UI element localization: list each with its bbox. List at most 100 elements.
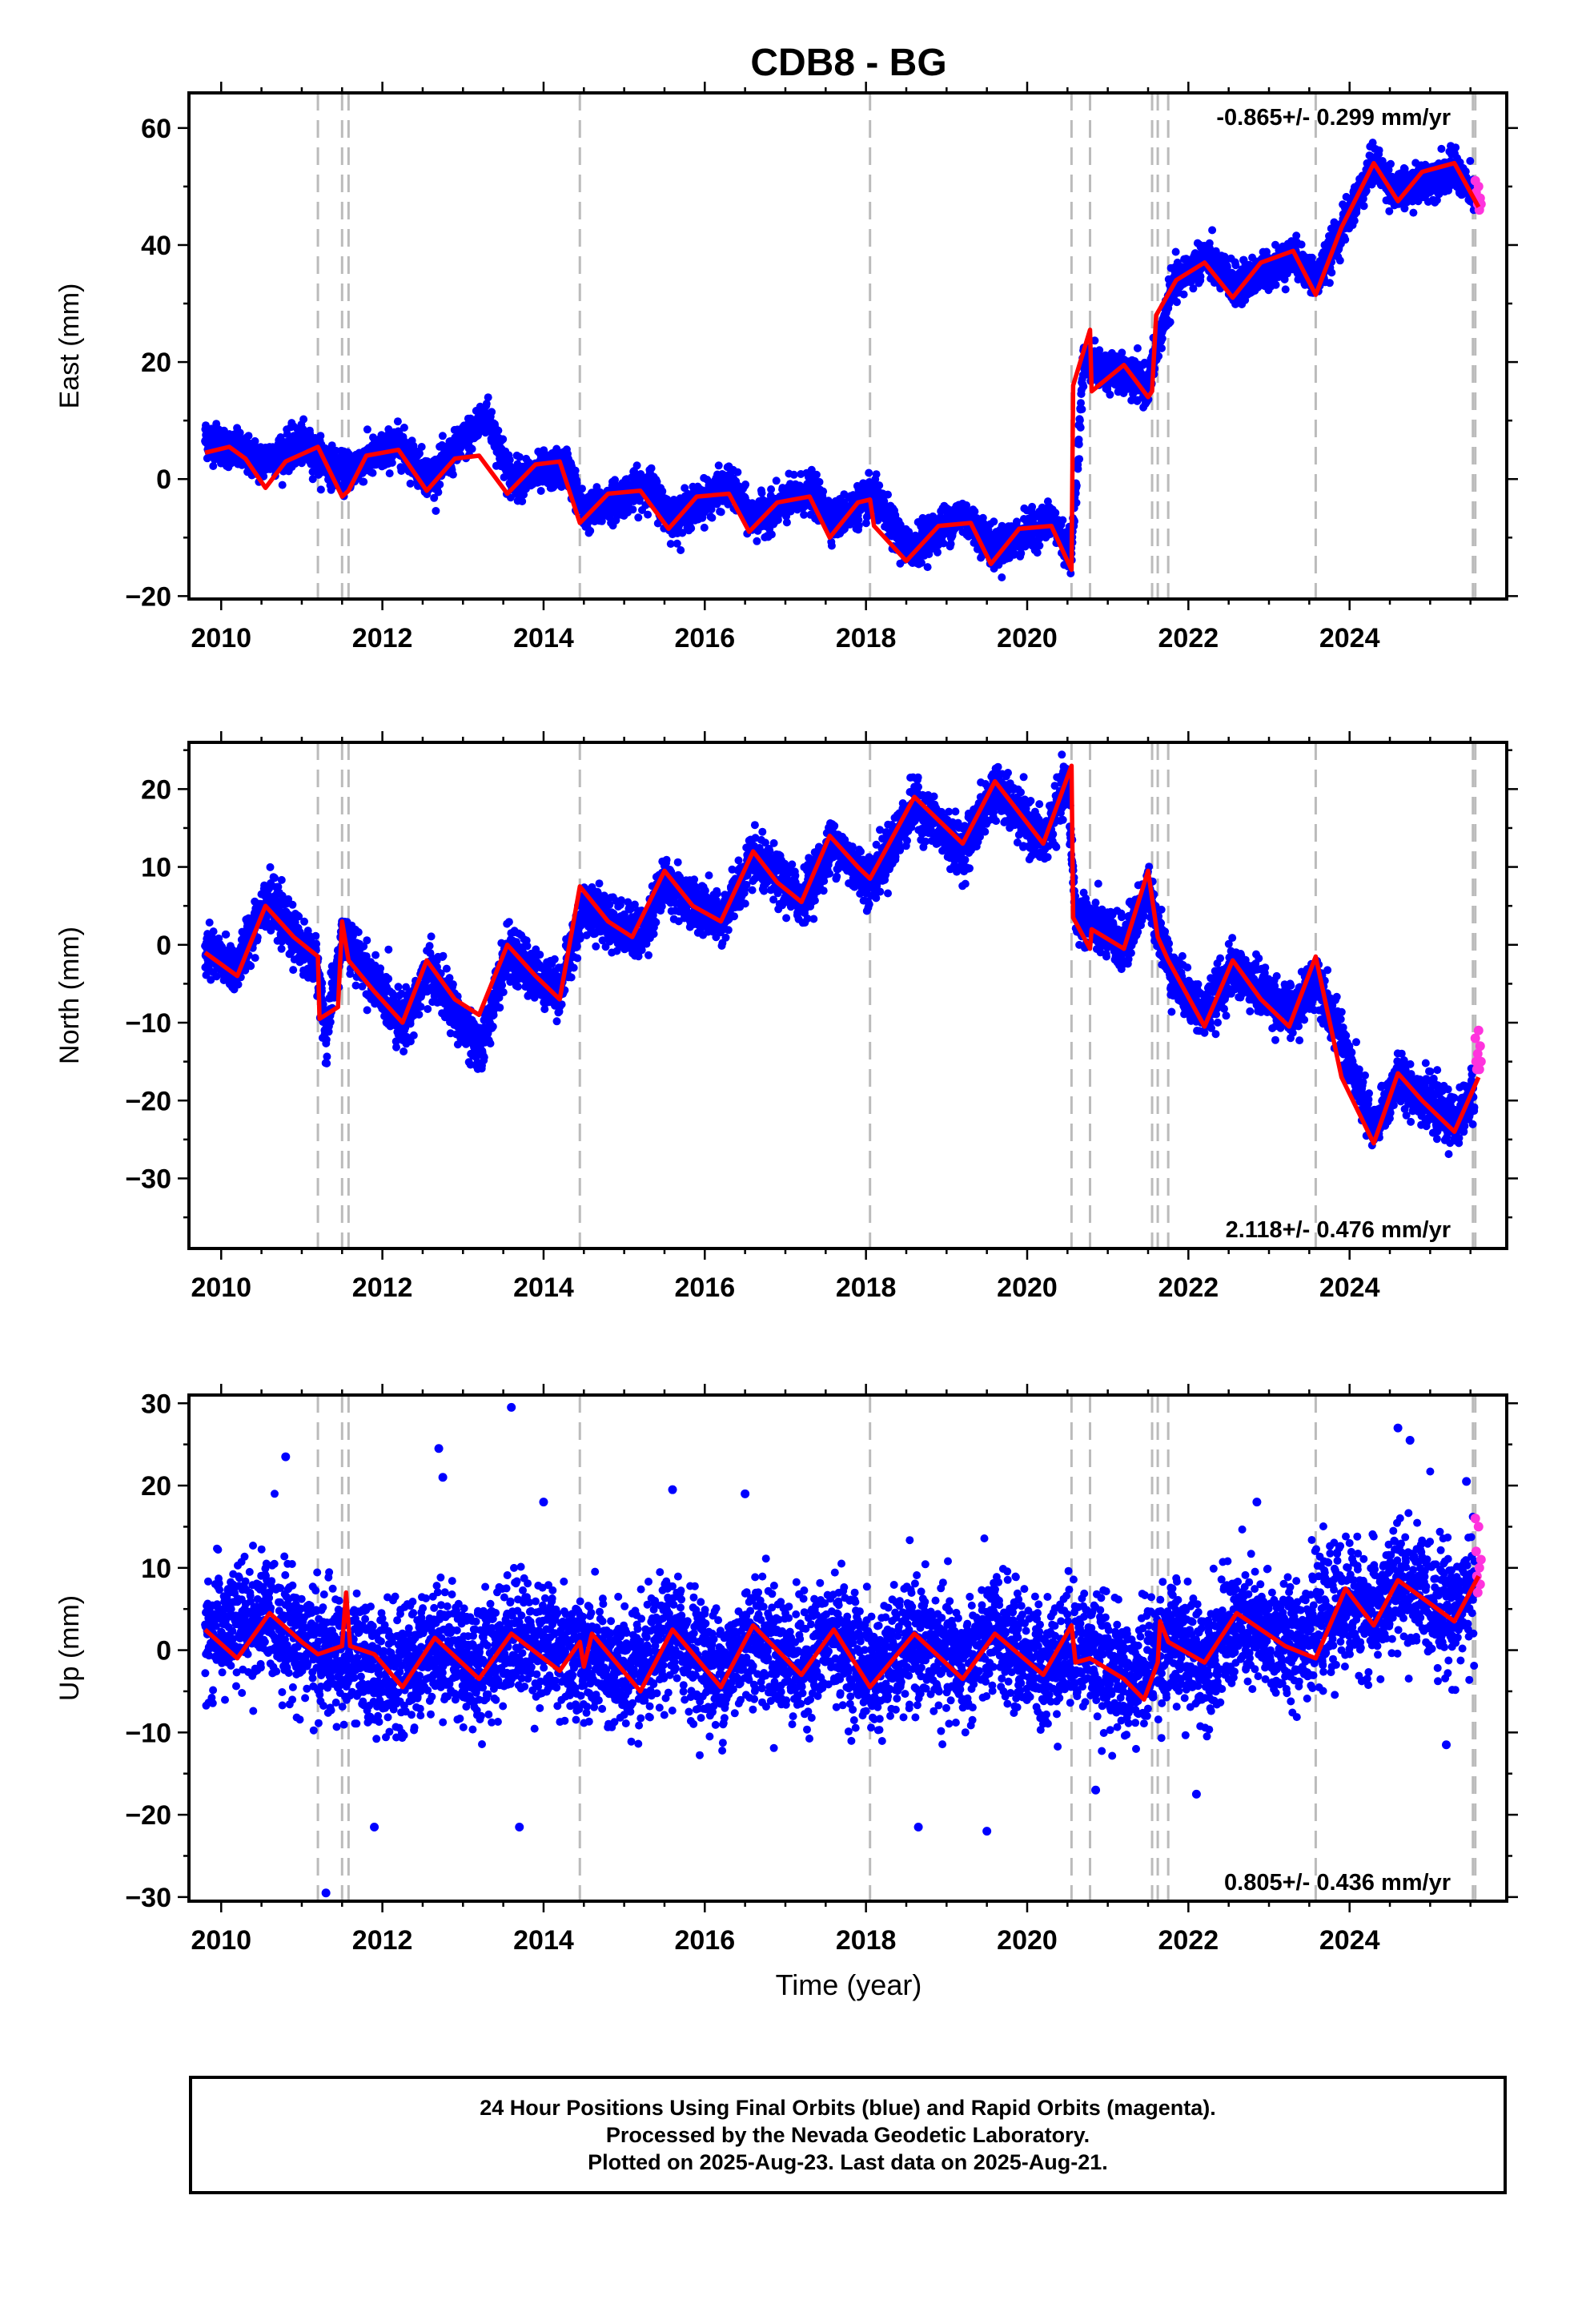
final-point	[946, 540, 955, 549]
final-point	[482, 400, 491, 408]
final-point	[1189, 284, 1198, 293]
final-point	[998, 573, 1006, 581]
final-point	[865, 468, 873, 477]
chart-title: CDB8 - BG	[750, 42, 946, 84]
final-point	[1017, 549, 1026, 557]
final-point	[406, 479, 415, 488]
final-point	[578, 485, 586, 493]
final-point	[880, 497, 889, 505]
final-point	[677, 546, 685, 554]
final-point	[789, 470, 798, 479]
final-point	[1072, 481, 1081, 490]
final-point	[990, 517, 998, 526]
final-point	[1297, 240, 1306, 249]
final-point	[753, 537, 761, 545]
final-point	[1079, 382, 1088, 391]
final-point	[918, 513, 927, 522]
final-point	[308, 475, 317, 484]
final-point	[1179, 290, 1188, 299]
final-point	[714, 461, 723, 470]
final-point	[1171, 247, 1180, 256]
final-point	[861, 519, 870, 528]
final-point	[368, 468, 377, 477]
final-point	[644, 510, 652, 519]
final-point	[767, 530, 776, 539]
final-point	[571, 466, 580, 475]
final-point	[923, 563, 932, 572]
final-point	[434, 488, 443, 497]
final-point	[1281, 285, 1290, 294]
final-point	[767, 485, 776, 493]
final-point	[934, 548, 942, 557]
final-point	[875, 481, 884, 490]
final-point	[733, 468, 742, 476]
final-point	[812, 470, 821, 479]
final-point	[1158, 334, 1166, 343]
final-point	[1010, 549, 1018, 557]
final-point	[500, 473, 508, 481]
final-point	[717, 508, 725, 517]
final-point	[819, 487, 828, 496]
final-point	[299, 415, 308, 424]
final-point	[741, 480, 750, 489]
final-point	[1072, 498, 1081, 507]
final-point	[515, 452, 524, 461]
final-point	[1231, 261, 1240, 270]
final-point	[387, 458, 396, 467]
final-point	[316, 432, 325, 440]
final-point	[632, 461, 641, 470]
final-point	[438, 432, 447, 440]
final-point	[316, 485, 325, 494]
final-orbit-points	[201, 139, 1479, 581]
final-point	[1013, 517, 1021, 526]
final-point	[687, 524, 696, 533]
final-point	[757, 489, 766, 497]
final-point	[436, 480, 444, 489]
final-point	[815, 477, 824, 486]
final-point	[872, 470, 881, 479]
final-point	[393, 417, 402, 426]
final-point	[666, 540, 675, 549]
final-point	[673, 539, 681, 548]
final-point	[700, 523, 709, 532]
final-point	[1090, 336, 1099, 345]
final-point	[1035, 541, 1044, 550]
final-point	[652, 477, 661, 486]
final-point	[827, 541, 836, 550]
final-point	[416, 449, 424, 458]
final-point	[1051, 509, 1060, 517]
final-point	[647, 464, 656, 472]
final-point	[278, 480, 287, 489]
final-point	[359, 477, 368, 486]
final-point	[917, 558, 926, 567]
final-point	[518, 497, 527, 505]
final-point	[854, 521, 863, 530]
final-point	[536, 487, 545, 495]
final-point	[1076, 423, 1085, 432]
final-point	[432, 507, 440, 515]
final-point	[1077, 399, 1085, 408]
final-point	[678, 529, 687, 537]
final-point	[1058, 516, 1067, 525]
final-point	[800, 510, 809, 519]
final-point	[939, 539, 948, 548]
final-point	[1166, 318, 1174, 327]
east-panel: East (mm) 2010 2012 2014 2016 2018 2020 2022 20…	[54, 82, 1518, 653]
final-point	[488, 408, 496, 416]
final-point	[708, 513, 717, 522]
final-point	[1074, 464, 1082, 473]
final-point	[1133, 344, 1142, 352]
final-point	[773, 516, 782, 525]
final-point	[251, 436, 259, 445]
final-point	[209, 462, 218, 470]
final-point	[1196, 272, 1205, 281]
final-point	[628, 505, 637, 514]
final-point	[1074, 440, 1083, 448]
final-point	[505, 456, 514, 464]
final-point	[1028, 502, 1037, 511]
final-point	[586, 526, 595, 535]
final-point	[468, 444, 476, 453]
final-point	[400, 424, 408, 432]
final-point	[235, 428, 244, 437]
